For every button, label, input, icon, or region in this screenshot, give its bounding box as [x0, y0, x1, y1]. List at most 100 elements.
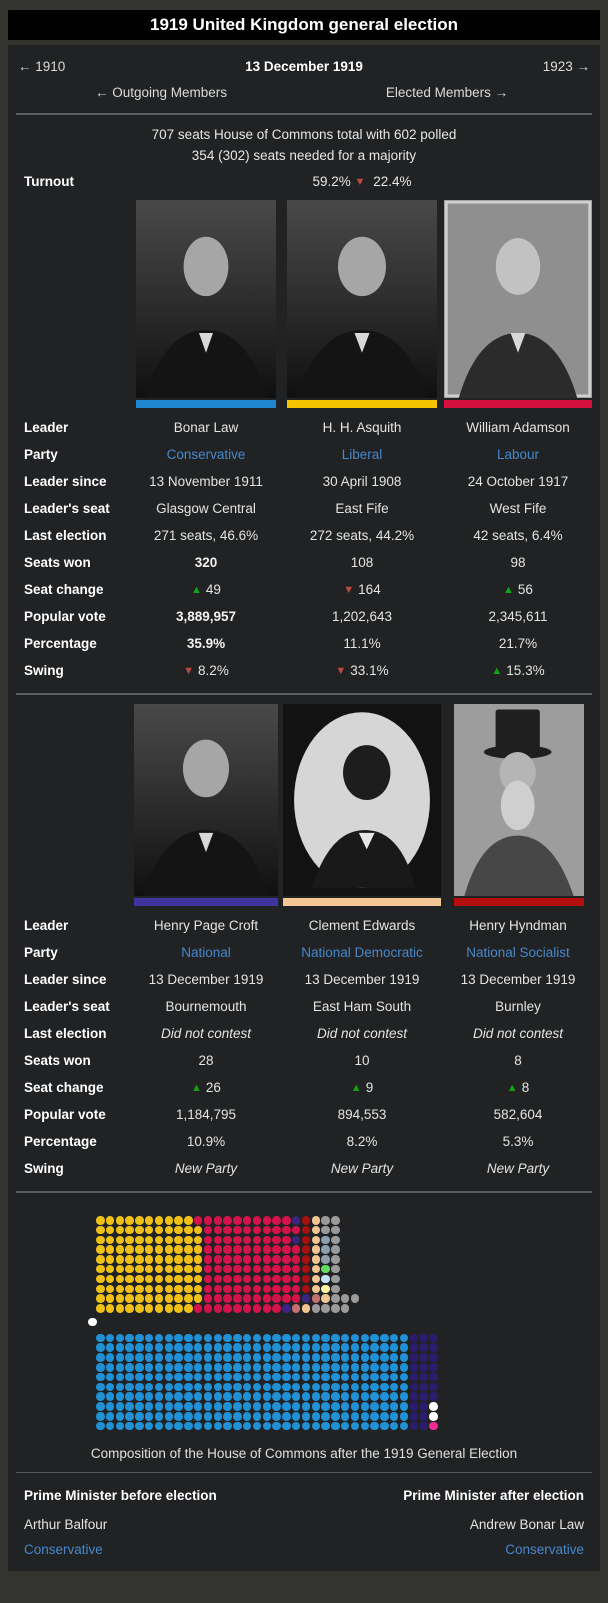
leaders_seat-value: West Fife: [489, 501, 547, 516]
seat-dot: [262, 1333, 272, 1343]
seat-dot: [242, 1245, 252, 1254]
seat-dot: [389, 1343, 399, 1352]
nav-previous-election[interactable]: ← 1910: [18, 59, 66, 74]
leader-portrait[interactable]: [287, 200, 437, 398]
seat_change-value: ▲ 26: [191, 1080, 221, 1095]
seat-dot: [125, 1294, 134, 1303]
seat-dot: [262, 1392, 272, 1401]
seat-dot: [174, 1216, 183, 1225]
row-label: Party: [24, 447, 58, 462]
party-link[interactable]: Labour: [496, 447, 540, 462]
seat-dot: [291, 1225, 301, 1235]
seat-dot: [193, 1264, 203, 1274]
seat-dot: [203, 1382, 213, 1392]
seat-dot: [105, 1264, 115, 1274]
seat-dot: [184, 1216, 193, 1225]
seat-dot: [115, 1421, 125, 1431]
seat-dot: [174, 1353, 183, 1362]
seat-dot: [370, 1353, 379, 1362]
seat-dot: [282, 1264, 291, 1274]
seat-dot: [115, 1372, 125, 1382]
seat-dot: [282, 1372, 291, 1382]
seat-dot: [360, 1382, 370, 1392]
seat-dot: [429, 1392, 438, 1401]
seat-dot: [174, 1255, 183, 1264]
opposition-seat-row: [96, 1284, 600, 1294]
party-link[interactable]: National: [181, 945, 231, 960]
leader-portrait[interactable]: [453, 704, 584, 896]
seat-dot: [105, 1412, 115, 1421]
seat-dot: [399, 1421, 409, 1431]
party-value: National: [128, 945, 284, 960]
seat-dot: [144, 1294, 154, 1303]
seat-dot: [252, 1284, 262, 1294]
seat-dot: [135, 1392, 144, 1401]
seat-dot: [360, 1363, 370, 1372]
party-link[interactable]: National Socialist: [466, 945, 570, 960]
last_election-value: Did not contest: [160, 1026, 252, 1041]
party-link[interactable]: Conservative: [166, 447, 246, 462]
leader-portrait[interactable]: [283, 704, 441, 896]
seat-dot: [144, 1225, 154, 1235]
seat-dot: [223, 1255, 232, 1264]
leader-portrait[interactable]: [444, 200, 592, 398]
party-link[interactable]: Liberal: [341, 447, 383, 462]
seat-dot: [233, 1235, 242, 1245]
seat-dot: [233, 1274, 242, 1284]
seat-dot: [154, 1284, 164, 1294]
seat-dot: [311, 1392, 321, 1401]
seat-dot: [262, 1274, 272, 1284]
seat-dot: [144, 1372, 154, 1382]
leader-portrait[interactable]: [133, 704, 278, 896]
seat-dot: [125, 1284, 134, 1294]
info-row-seat_change: Seat change ▲ 49 ▼ 164 ▲ 56: [8, 576, 600, 603]
seat-dot: [223, 1235, 232, 1245]
seat-dot: [252, 1264, 262, 1274]
nav-next-election[interactable]: 1923 →: [542, 59, 590, 74]
seat-dot: [154, 1363, 164, 1372]
nav-outgoing-members[interactable]: ← Outgoing Members: [94, 85, 228, 100]
diagram-caption: Composition of the House of Commons afte…: [90, 1445, 518, 1461]
seat-dot: [233, 1412, 242, 1421]
seat-dot: [213, 1284, 223, 1294]
seat-dot: [409, 1333, 418, 1343]
candidate-group-1: Leader Bonar Law H. H. Asquith William Adam…: [8, 200, 600, 684]
seat-dot: [125, 1382, 134, 1392]
seat-dot: [193, 1392, 203, 1401]
seat-dot: [223, 1333, 232, 1343]
leader-portrait[interactable]: [136, 200, 276, 398]
seat-dot: [174, 1412, 183, 1421]
election-nav: ← 1910 13 December 1919 1923 →: [8, 55, 600, 76]
seat-dot: [380, 1353, 389, 1362]
seat-dot: [331, 1264, 340, 1274]
pm-before-party-link[interactable]: Conservative: [24, 1541, 103, 1557]
seat-dot: [242, 1225, 252, 1235]
info-row-last_election: Last election Did not contest Did not cont…: [8, 1020, 600, 1047]
seat-dot: [144, 1392, 154, 1401]
seat-dot: [135, 1274, 144, 1284]
seat-dot: [331, 1353, 340, 1362]
leaders_seat-value: Glasgow Central: [156, 501, 256, 516]
swing-value: ▲ 15.3%: [491, 663, 545, 678]
seat-dot: [291, 1294, 301, 1303]
seat-dot: [311, 1235, 321, 1245]
row-label: Percentage: [24, 636, 97, 651]
seat-dot: [125, 1363, 134, 1372]
party-link[interactable]: National Democratic: [301, 945, 423, 960]
seat-dot: [125, 1421, 134, 1431]
seat-dot: [223, 1412, 232, 1421]
seat-dot: [193, 1255, 203, 1264]
pm-after-party-link[interactable]: Conservative: [505, 1541, 584, 1557]
seat-dot: [252, 1402, 262, 1411]
seat-dot: [105, 1421, 115, 1431]
seat-dot: [164, 1304, 174, 1313]
seat-dot: [135, 1353, 144, 1362]
seat-dot: [135, 1412, 144, 1421]
leader_since-value: 24 October 1917: [467, 474, 569, 489]
seat-dot: [301, 1363, 311, 1372]
seat-dot: [311, 1255, 321, 1264]
nav-elected-members[interactable]: Elected Members →: [385, 85, 509, 100]
seats-summary-line1: 707 seats House of Commons total with 60…: [151, 127, 457, 142]
seat-dot: [135, 1245, 144, 1254]
opposition-seat-row: [96, 1235, 600, 1245]
